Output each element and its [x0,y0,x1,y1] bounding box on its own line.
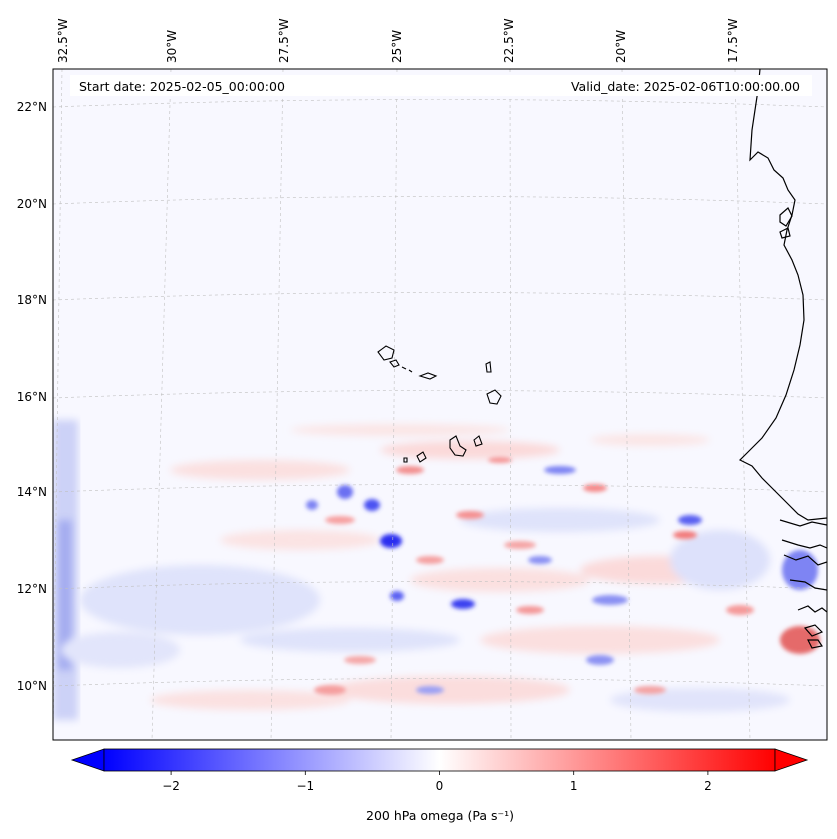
valid-date-label: Valid_date: 2025-02-06T10:00:00.00 [571,79,800,94]
latitude-labels: 22°N 20°N 18°N 16°N 14°N 12°N 10°N [17,100,47,693]
omega-field-west-band [53,420,78,720]
colorbar-low-extend [70,748,105,772]
colorbar-tick-label: −1 [296,779,314,793]
colorbar-tick-label: 2 [704,779,712,793]
lon-label: 32.5°W [56,18,70,63]
lat-label: 16°N [17,390,47,404]
lon-label: 25°W [390,30,404,63]
colorbar-ticks: −2 −1 0 1 2 [162,771,712,793]
colorbar-tick-label: 0 [436,779,444,793]
omega-field-cells [306,457,820,695]
lat-label: 20°N [17,197,47,211]
map-frame [52,68,828,741]
lat-label: 12°N [17,582,47,596]
colorbar: −2 −1 0 1 2 200 hPa omega (Pa s⁻¹) [70,748,809,823]
lon-label: 17.5°W [726,18,740,63]
start-date-label: Start date: 2025-02-05_00:00:00 [79,79,285,94]
lon-label: 22.5°W [502,18,516,63]
omega-field-broad [60,424,790,712]
lon-label: 20°W [614,30,628,63]
coastlines [738,69,827,649]
lon-label: 30°W [165,30,179,63]
lat-label: 22°N [17,100,47,114]
colorbar-high-extend [774,748,809,772]
lat-label: 10°N [17,679,47,693]
lat-label: 18°N [17,293,47,307]
cape-verde-islands [377,345,502,463]
graticule [53,69,827,740]
map-plot-area [53,69,827,740]
lat-label: 14°N [17,485,47,499]
longitude-labels: 32.5°W 30°W 27.5°W 25°W 22.5°W 20°W 17.5… [56,18,740,63]
colorbar-tick-label: −2 [162,779,180,793]
lon-label: 27.5°W [277,18,291,63]
date-header-box [70,75,812,96]
colorbar-title: 200 hPa omega (Pa s⁻¹) [366,808,514,823]
colorbar-gradient [103,748,776,772]
african-coastline [738,69,827,521]
colorbar-tick-label: 1 [570,779,578,793]
